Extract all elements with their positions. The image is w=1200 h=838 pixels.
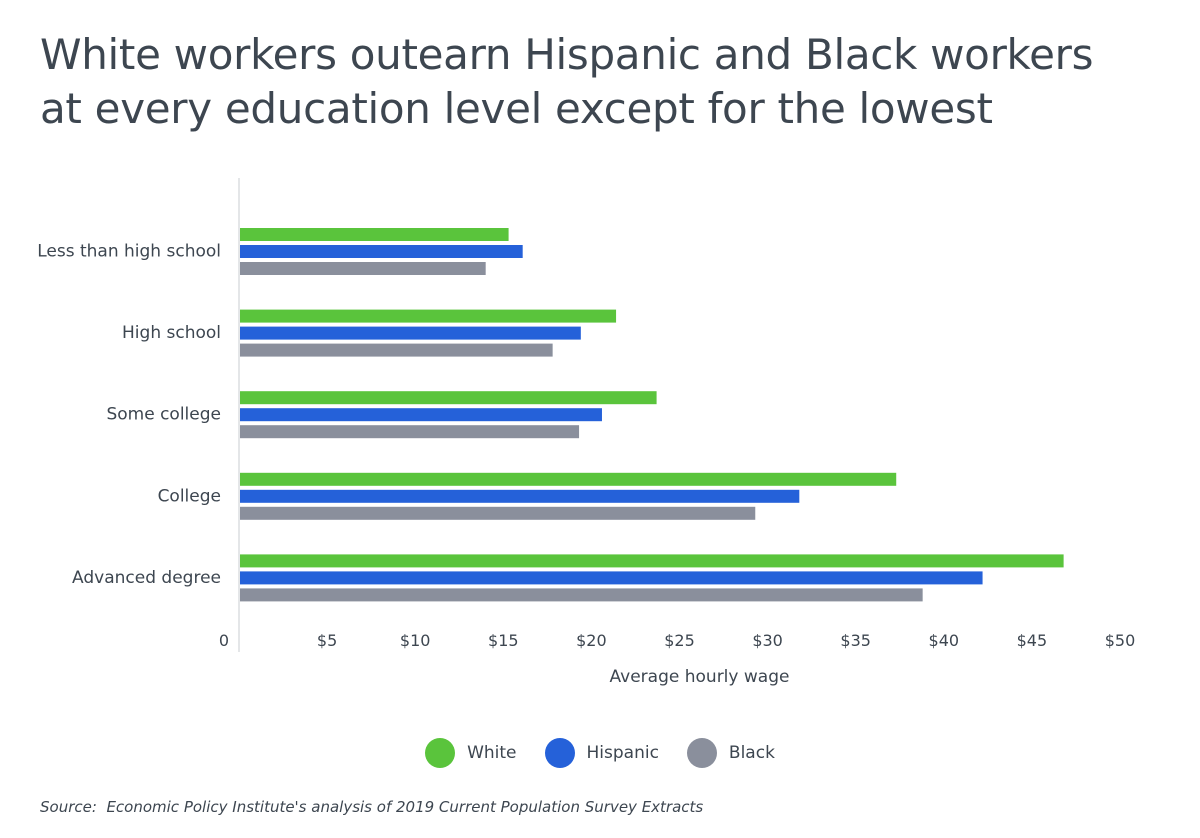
bar-high-school-white bbox=[240, 309, 617, 323]
bars-group bbox=[240, 228, 1064, 602]
category-label-some-college: Some college bbox=[106, 405, 221, 425]
legend-item-white: White bbox=[425, 738, 517, 768]
x-tick-label-2: $10 bbox=[400, 631, 431, 650]
source-note: Source: Economic Policy Institute's anal… bbox=[40, 798, 704, 816]
legend-swatch-white bbox=[425, 738, 456, 768]
x-tick-label-3: $15 bbox=[488, 631, 519, 650]
x-tick-label-6: $30 bbox=[752, 631, 783, 650]
bar-college-hispanic bbox=[240, 489, 800, 503]
category-label-high-school: High school bbox=[122, 323, 221, 343]
bar-high-school-hispanic bbox=[240, 326, 581, 340]
bar-advanced-degree-white bbox=[240, 554, 1064, 568]
bar-less-than-high-school-hispanic bbox=[240, 245, 523, 258]
legend-swatch-hispanic bbox=[544, 738, 575, 768]
legend-label-hispanic: Hispanic bbox=[586, 743, 659, 763]
legend: White Hispanic Black bbox=[0, 737, 1200, 769]
bar-college-black bbox=[240, 506, 756, 520]
legend-item-hispanic: Hispanic bbox=[544, 738, 659, 768]
x-axis-label: Average hourly wage bbox=[610, 667, 790, 687]
x-tick-label-5: $25 bbox=[664, 631, 695, 650]
category-label-college: College bbox=[158, 486, 221, 506]
category-label-less-than-high-school: Less than high school bbox=[37, 242, 221, 262]
bar-less-than-high-school-white bbox=[240, 228, 509, 241]
legend-label-black: Black bbox=[728, 743, 775, 763]
bar-some-college-white bbox=[240, 391, 657, 405]
x-tick-label-10: $50 bbox=[1105, 631, 1136, 650]
bar-some-college-black bbox=[240, 425, 580, 439]
bar-college-white bbox=[240, 472, 897, 486]
chart-title: White workers outearn Hispanic and Black… bbox=[40, 28, 1160, 136]
category-labels-group: Less than high school High school Some col… bbox=[37, 242, 221, 588]
x-tick-label-9: $45 bbox=[1017, 631, 1048, 650]
legend-item-black: Black bbox=[686, 738, 775, 768]
legend-label-white: White bbox=[467, 743, 517, 763]
x-tick-label-8: $40 bbox=[929, 631, 960, 650]
category-label-advanced-degree: Advanced degree bbox=[72, 568, 221, 588]
x-tick-labels-group: 0 $5 $10 $15 $20 $25 $30 $35 $40 $45 $50 bbox=[219, 631, 1135, 650]
x-tick-label-7: $35 bbox=[840, 631, 871, 650]
bar-some-college-hispanic bbox=[240, 408, 602, 422]
bar-advanced-degree-hispanic bbox=[240, 571, 983, 585]
bar-advanced-degree-black bbox=[240, 588, 923, 602]
bar-high-school-black bbox=[240, 343, 553, 357]
x-tick-label-4: $20 bbox=[576, 631, 607, 650]
bar-less-than-high-school-black bbox=[240, 262, 486, 275]
x-tick-label-0: 0 bbox=[219, 631, 229, 650]
legend-swatch-black bbox=[686, 738, 717, 768]
chart-title-line-1: White workers outearn Hispanic and Black… bbox=[40, 30, 1094, 79]
chart-title-line-2: at every education level except for the … bbox=[40, 84, 993, 133]
x-tick-label-1: $5 bbox=[317, 631, 337, 650]
